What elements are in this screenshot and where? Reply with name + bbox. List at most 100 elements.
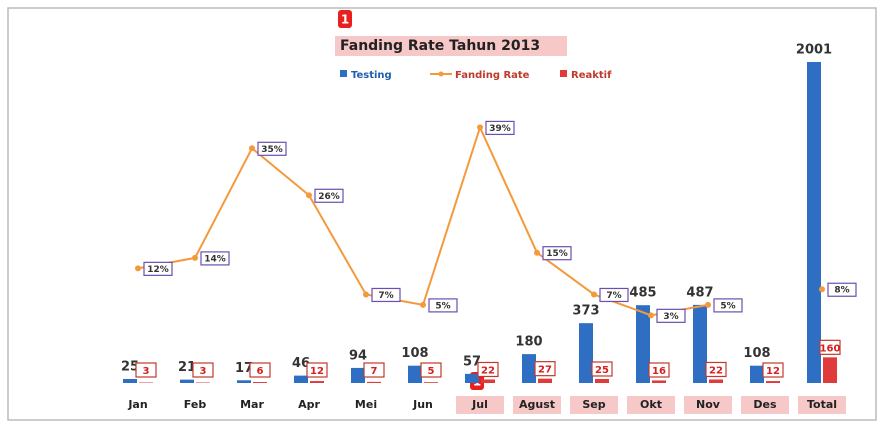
category-highlight [684,396,732,414]
legend-swatch [560,70,567,77]
x-tick-label: Sep [582,398,605,411]
bar [595,378,609,383]
data-label: 22 [481,365,495,376]
bar [579,323,593,383]
data-label: 108 [401,346,428,361]
data-label-box [249,362,271,378]
data-label-box [648,362,670,378]
legend-marker [438,71,444,77]
legend-label: Testing [351,70,392,81]
bar [237,380,251,383]
bar [652,380,666,383]
legend-label: Fanding Rate [455,70,530,81]
category-highlight [798,396,846,414]
bar [823,357,837,383]
data-label-box [257,141,287,156]
annotation: 1 [341,13,349,27]
line-marker [363,291,369,298]
data-label: 35% [261,145,283,155]
data-label: 3 [143,366,150,377]
data-label-box [542,246,572,261]
data-label: 94 [349,348,367,363]
data-label: 21 [178,360,196,375]
x-tick-label: Mei [355,398,377,411]
title-highlight [335,36,567,56]
data-label: 5 [428,366,435,377]
data-label-box [599,287,629,303]
data-label-box [363,362,385,378]
line-marker [135,265,141,272]
data-label: 180 [515,335,542,350]
data-label-box [485,120,515,136]
chart-frame [7,7,877,421]
line-marker [819,286,825,293]
data-label: 373 [572,304,599,319]
data-label-box [591,361,613,377]
data-label: 5% [720,301,735,311]
line-marker [420,301,426,308]
data-label-box [306,362,328,378]
category-highlight [741,396,789,414]
bar [351,367,365,383]
bar [408,365,422,383]
line-marker [192,254,198,261]
data-label-box [534,361,556,377]
bar [538,378,552,383]
data-label: 485 [629,286,656,301]
category-highlight [513,396,561,414]
bar [310,381,324,383]
data-label: 14% [204,254,226,264]
x-tick-label: Jun [412,398,433,411]
data-label: 7% [606,291,621,301]
x-tick-label: Agust [519,398,555,411]
line-marker [705,301,711,308]
line-marker [306,192,312,199]
data-label-box [477,361,499,378]
chart-title: Fanding Rate Tahun 2013 [340,38,540,54]
data-label: 12 [766,366,780,377]
data-label: 25 [595,365,609,376]
data-label: 57 [463,354,481,369]
data-label: 8% [834,286,849,296]
line-marker [249,145,255,152]
data-label-box [762,362,784,378]
data-label: 27 [538,365,552,376]
x-tick-label: Jan [127,398,147,411]
bar [709,379,723,383]
data-label-box [428,298,458,313]
x-tick-label: Apr [298,398,320,411]
data-label-box [371,287,401,303]
line-marker [477,124,483,131]
bar [807,62,821,383]
data-label: 15% [546,249,568,259]
line-marker [648,312,654,319]
x-tick-label: Total [807,398,837,411]
data-label-box [827,282,857,297]
data-label: 487 [686,285,713,300]
data-label: 3% [663,312,678,322]
bar [123,378,137,383]
data-label-box [143,261,173,276]
bar [424,382,438,383]
annotation-badge [338,10,352,28]
x-tick-label: Feb [184,398,207,411]
x-tick-label: Jul [471,398,488,411]
data-label: 3 [200,366,207,377]
data-label-box [819,339,841,355]
data-label-box [135,362,157,378]
line-marker [534,249,540,256]
bar [367,381,381,383]
bar [253,382,267,383]
x-tick-label: Nov [696,398,721,411]
data-label: 5% [435,301,450,311]
x-tick-label: Mar [240,398,264,411]
data-label: 46 [292,356,310,371]
data-label: 108 [743,346,770,361]
category-highlight [456,396,504,414]
data-label: 7 [371,366,378,377]
bar [750,365,764,383]
data-label-box [713,298,743,313]
x-tick-label: Des [753,398,777,411]
bar [180,379,194,383]
